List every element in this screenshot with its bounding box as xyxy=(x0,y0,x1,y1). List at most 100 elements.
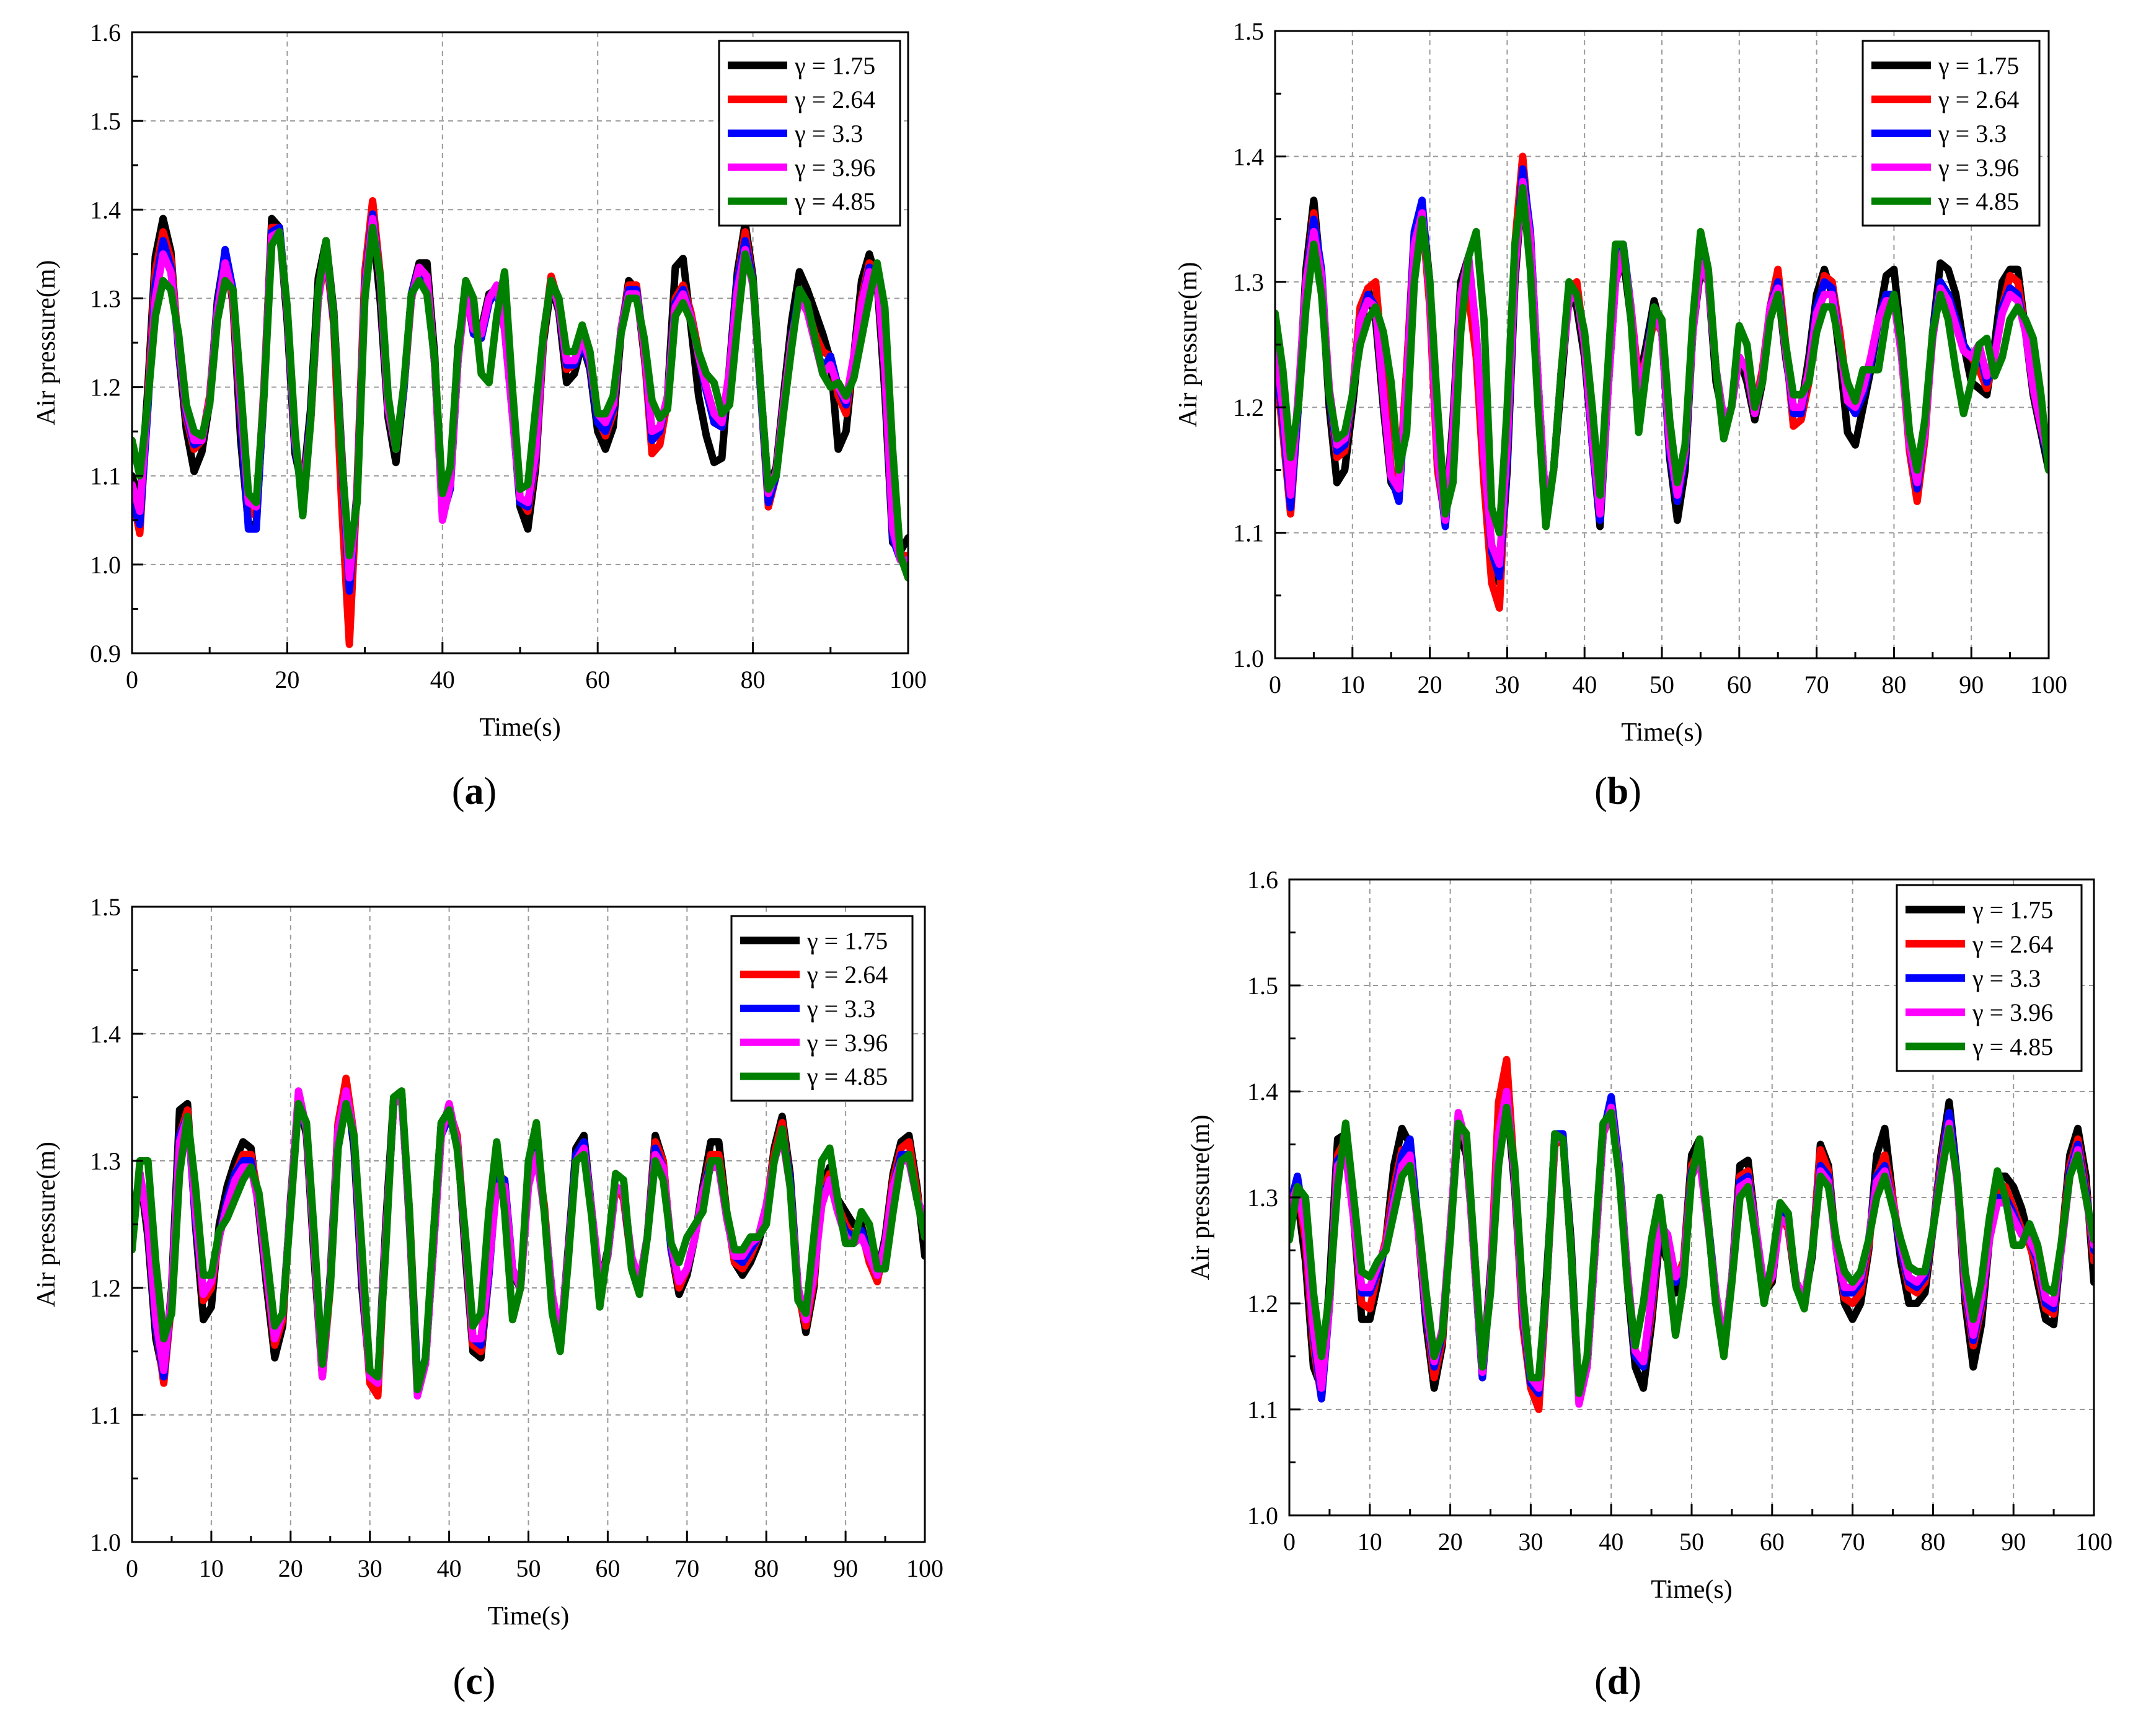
x-tick-label: 10 xyxy=(199,1554,224,1582)
y-tick-label: 1.5 xyxy=(90,893,121,921)
legend-label-4: γ = 3.96 xyxy=(794,154,875,182)
y-tick-label: 1.4 xyxy=(90,1020,121,1048)
series-line-5 xyxy=(132,1087,925,1393)
panel-caption: (b) xyxy=(1594,770,1641,813)
x-tick-label: 90 xyxy=(1959,671,1984,698)
y-tick-label: 1.0 xyxy=(1233,645,1264,672)
x-tick-label: 80 xyxy=(1920,1528,1945,1556)
x-tick-label: 70 xyxy=(674,1554,699,1582)
y-tick-label: 1.1 xyxy=(1247,1396,1278,1424)
y-tick-label: 1.4 xyxy=(1233,143,1264,170)
x-tick-label: 100 xyxy=(2030,671,2067,698)
x-tick-label: 80 xyxy=(1881,671,1906,698)
x-tick-label: 0 xyxy=(126,666,138,694)
panel-caption: (d) xyxy=(1594,1660,1641,1703)
series-group xyxy=(132,1074,925,1400)
x-tick-label: 40 xyxy=(437,1554,462,1582)
chart-panel-b: 0 10 20 30 40 50 60 70 80 90 100 1.0 1.1 1.2 1.3 1.4 1.5… xyxy=(1174,17,2067,813)
y-tick-label: 1.1 xyxy=(90,1401,121,1429)
x-tick-label: 10 xyxy=(1358,1528,1382,1556)
y-axis-label: Air pressure(m) xyxy=(1174,262,1203,427)
legend-label-2: γ = 2.64 xyxy=(806,961,888,989)
y-tick-label: 1.3 xyxy=(1247,1184,1278,1212)
series-line-5 xyxy=(132,223,908,582)
x-tick-label: 30 xyxy=(358,1554,382,1582)
y-tick-label: 1.2 xyxy=(1247,1290,1278,1318)
legend-label-3: γ = 3.3 xyxy=(1938,120,2007,148)
series-line-3 xyxy=(132,210,908,595)
y-tick-label: 1.3 xyxy=(1233,268,1264,296)
x-tick-label: 70 xyxy=(1804,671,1829,698)
legend-box xyxy=(1861,40,2041,227)
y-axis-label: Air pressure(m) xyxy=(32,260,61,425)
series-group xyxy=(1289,1055,2094,1413)
x-tick-label: 100 xyxy=(2075,1528,2113,1556)
x-axis-label: Time(s) xyxy=(1651,1575,1732,1604)
chart-panel-d: 0 10 20 30 40 50 60 70 80 90 100 1.0 1.1 1.2 1.3 1.4 1.5… xyxy=(1186,866,2113,1703)
legend-label-3: γ = 3.3 xyxy=(794,120,863,148)
legend-label-4: γ = 3.96 xyxy=(1938,154,2019,182)
legend: γ = 1.75 γ = 2.64 γ = 3.3 γ = 3.96 γ = 4.85 xyxy=(718,40,901,227)
legend-label-4: γ = 3.96 xyxy=(1972,998,2053,1026)
legend-label-3: γ = 3.3 xyxy=(806,995,875,1023)
x-tick-label: 60 xyxy=(595,1554,620,1582)
legend-label-1: γ = 1.75 xyxy=(794,51,875,79)
y-tick-label: 1.0 xyxy=(90,1528,121,1556)
y-tick-label: 1.4 xyxy=(90,196,121,224)
legend-label-2: γ = 2.64 xyxy=(794,86,875,113)
y-tick-label: 1.6 xyxy=(90,19,121,46)
x-tick-label: 40 xyxy=(430,666,455,694)
legend-label-4: γ = 3.96 xyxy=(806,1029,888,1057)
legend: γ = 1.75 γ = 2.64 γ = 3.3 γ = 3.96 γ = 4.85 xyxy=(730,915,914,1102)
series-line-3 xyxy=(132,1087,925,1387)
x-tick-label: 80 xyxy=(754,1554,779,1582)
legend-label-2: γ = 2.64 xyxy=(1938,86,2019,113)
series-line-5 xyxy=(1275,184,2049,537)
y-tick-label: 1.6 xyxy=(1247,866,1278,894)
legend-label-5: γ = 4.85 xyxy=(806,1063,888,1091)
x-tick-label: 60 xyxy=(1727,671,1752,698)
x-tick-label: 0 xyxy=(1283,1528,1296,1556)
y-tick-label: 1.3 xyxy=(90,1147,121,1175)
x-tick-label: 30 xyxy=(1518,1528,1543,1556)
legend-label-2: γ = 2.64 xyxy=(1972,930,2053,958)
x-tick-label: 60 xyxy=(1760,1528,1785,1556)
x-tick-label: 0 xyxy=(1269,671,1281,698)
x-tick-label: 80 xyxy=(741,666,766,694)
x-axis-label: Time(s) xyxy=(479,713,560,742)
legend-label-5: γ = 4.85 xyxy=(1972,1033,2053,1060)
x-axis-label: Time(s) xyxy=(488,1602,569,1631)
y-axis-label: Air pressure(m) xyxy=(1186,1114,1215,1280)
y-tick-label: 1.5 xyxy=(90,107,121,135)
x-tick-label: 100 xyxy=(890,666,927,694)
legend-label-5: γ = 4.85 xyxy=(794,188,875,216)
x-tick-label: 90 xyxy=(833,1554,858,1582)
chart-panel-c: 0 10 20 30 40 50 60 70 80 90 100 1.0 1.1 1.2 1.3 1.4 1.5… xyxy=(32,893,943,1703)
x-tick-label: 90 xyxy=(2001,1528,2026,1556)
series-group xyxy=(132,197,908,648)
x-tick-label: 30 xyxy=(1495,671,1519,698)
y-tick-label: 1.3 xyxy=(90,284,121,312)
panel-caption: (c) xyxy=(453,1660,496,1703)
legend: γ = 1.75 γ = 2.64 γ = 3.3 γ = 3.96 γ = 4.85 xyxy=(1896,884,2083,1072)
y-tick-label: 1.5 xyxy=(1233,17,1264,45)
y-tick-label: 1.0 xyxy=(90,551,121,579)
panel-caption: (a) xyxy=(452,770,497,813)
y-tick-label: 1.2 xyxy=(90,374,121,402)
x-tick-label: 50 xyxy=(1679,1528,1704,1556)
y-tick-label: 1.1 xyxy=(90,462,121,490)
y-tick-label: 1.4 xyxy=(1247,1078,1278,1106)
x-tick-label: 40 xyxy=(1599,1528,1623,1556)
x-tick-label: 70 xyxy=(1840,1528,1865,1556)
x-tick-label: 100 xyxy=(906,1554,943,1582)
y-tick-label: 0.9 xyxy=(90,640,121,668)
y-tick-label: 1.0 xyxy=(1247,1502,1278,1530)
x-tick-label: 0 xyxy=(126,1554,138,1582)
legend-label-1: γ = 1.75 xyxy=(1938,51,2019,79)
y-tick-label: 1.5 xyxy=(1247,972,1278,1000)
x-tick-label: 20 xyxy=(278,1554,303,1582)
x-tick-label: 10 xyxy=(1340,671,1365,698)
series-group xyxy=(1275,152,2049,612)
y-axis-label: Air pressure(m) xyxy=(32,1142,61,1307)
